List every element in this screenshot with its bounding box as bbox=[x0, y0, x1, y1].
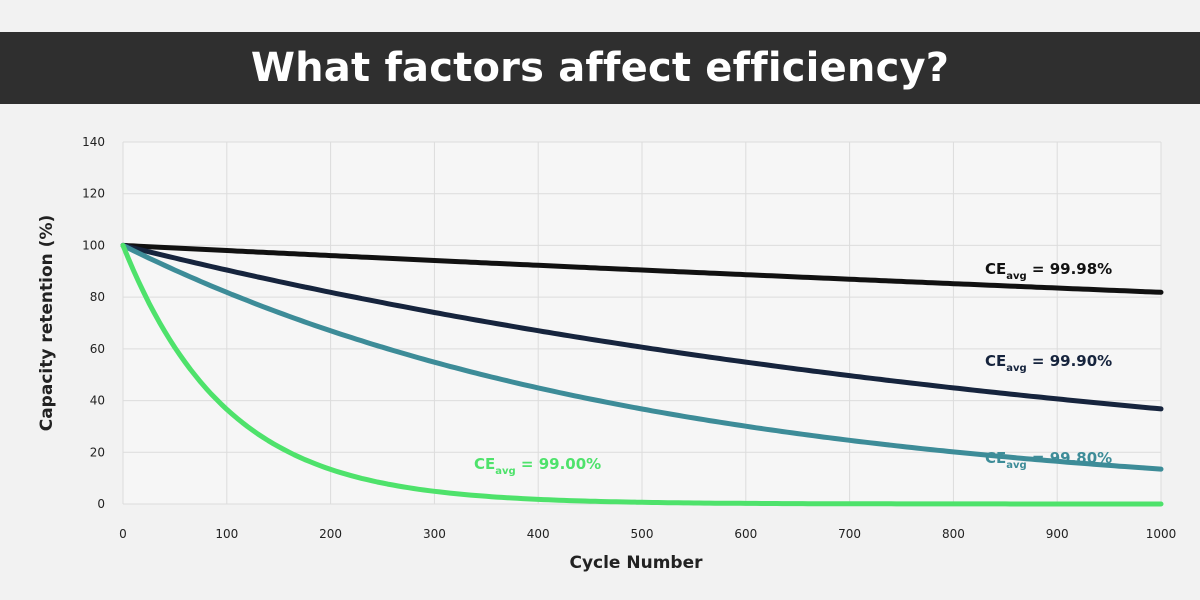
x-tick-label: 100 bbox=[215, 527, 238, 541]
series-label-3: CEavg = 99.00% bbox=[474, 455, 601, 477]
series-line-2 bbox=[120, 242, 1164, 472]
series-line-1 bbox=[120, 242, 1164, 412]
x-tick-label: 900 bbox=[1046, 527, 1069, 541]
series-line-3 bbox=[120, 242, 1164, 507]
series-label-subscript: avg bbox=[495, 466, 515, 477]
page-title: What factors affect efficiency? bbox=[250, 45, 950, 91]
x-tick-label: 1000 bbox=[1146, 527, 1177, 541]
x-tick-label: 400 bbox=[527, 527, 550, 541]
series-label-subscript: avg bbox=[1006, 460, 1026, 471]
series-label-value: = 99.98% bbox=[1027, 260, 1113, 278]
y-tick-label: 40 bbox=[90, 394, 105, 408]
series-label-prefix: CE bbox=[985, 352, 1006, 370]
series-label-subscript: avg bbox=[1006, 363, 1026, 374]
y-tick-label: 60 bbox=[90, 342, 105, 356]
x-tick-label: 800 bbox=[942, 527, 965, 541]
series-label-0: CEavg = 99.98% bbox=[985, 260, 1112, 282]
series-label-value: = 99.80% bbox=[1027, 449, 1113, 467]
y-tick-label: 80 bbox=[90, 290, 105, 304]
y-axis-title: Capacity retention (%) bbox=[37, 215, 57, 432]
series-label-value: = 99.90% bbox=[1027, 352, 1113, 370]
series-label-subscript: avg bbox=[1006, 271, 1026, 282]
series-label-2: CEavg = 99.80% bbox=[985, 449, 1112, 471]
y-tick-label: 20 bbox=[90, 445, 105, 459]
x-tick-label: 500 bbox=[631, 527, 654, 541]
series-line-0 bbox=[120, 242, 1164, 295]
x-axis-ticks: 0 100 200 300 400 500 600 700 800 900 1000 bbox=[119, 527, 1176, 541]
x-tick-label: 700 bbox=[838, 527, 861, 541]
x-tick-label: 0 bbox=[119, 527, 127, 541]
series-label-prefix: CE bbox=[985, 260, 1006, 278]
title-banner: What factors affect efficiency? bbox=[0, 32, 1200, 104]
y-tick-label: 140 bbox=[82, 135, 105, 149]
x-tick-label: 200 bbox=[319, 527, 342, 541]
y-axis-ticks: 0 20 40 60 80 100 120 140 bbox=[82, 135, 105, 511]
x-tick-label: 600 bbox=[734, 527, 757, 541]
series-label-prefix: CE bbox=[474, 455, 495, 473]
x-axis-title: Cycle Number bbox=[569, 553, 703, 573]
series-label-1: CEavg = 99.90% bbox=[985, 352, 1112, 374]
series-label-prefix: CE bbox=[985, 449, 1006, 467]
series-label-value: = 99.00% bbox=[516, 455, 602, 473]
y-tick-label: 100 bbox=[82, 238, 105, 252]
y-tick-label: 0 bbox=[97, 497, 105, 511]
series-lines bbox=[120, 242, 1164, 507]
series-labels: CEavg = 99.98%CEavg = 99.90%CEavg = 99.8… bbox=[474, 260, 1112, 477]
x-tick-label: 300 bbox=[423, 527, 446, 541]
y-tick-label: 120 bbox=[82, 187, 105, 201]
